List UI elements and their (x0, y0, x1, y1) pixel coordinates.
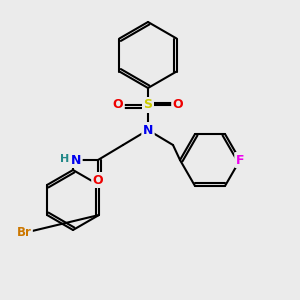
Text: S: S (143, 98, 152, 112)
Text: F: F (236, 154, 244, 166)
Text: Br: Br (16, 226, 32, 239)
Text: O: O (173, 98, 183, 112)
Text: H: H (60, 154, 70, 164)
Text: N: N (71, 154, 81, 166)
Text: N: N (143, 124, 153, 136)
Text: O: O (113, 98, 123, 112)
Text: O: O (93, 173, 103, 187)
